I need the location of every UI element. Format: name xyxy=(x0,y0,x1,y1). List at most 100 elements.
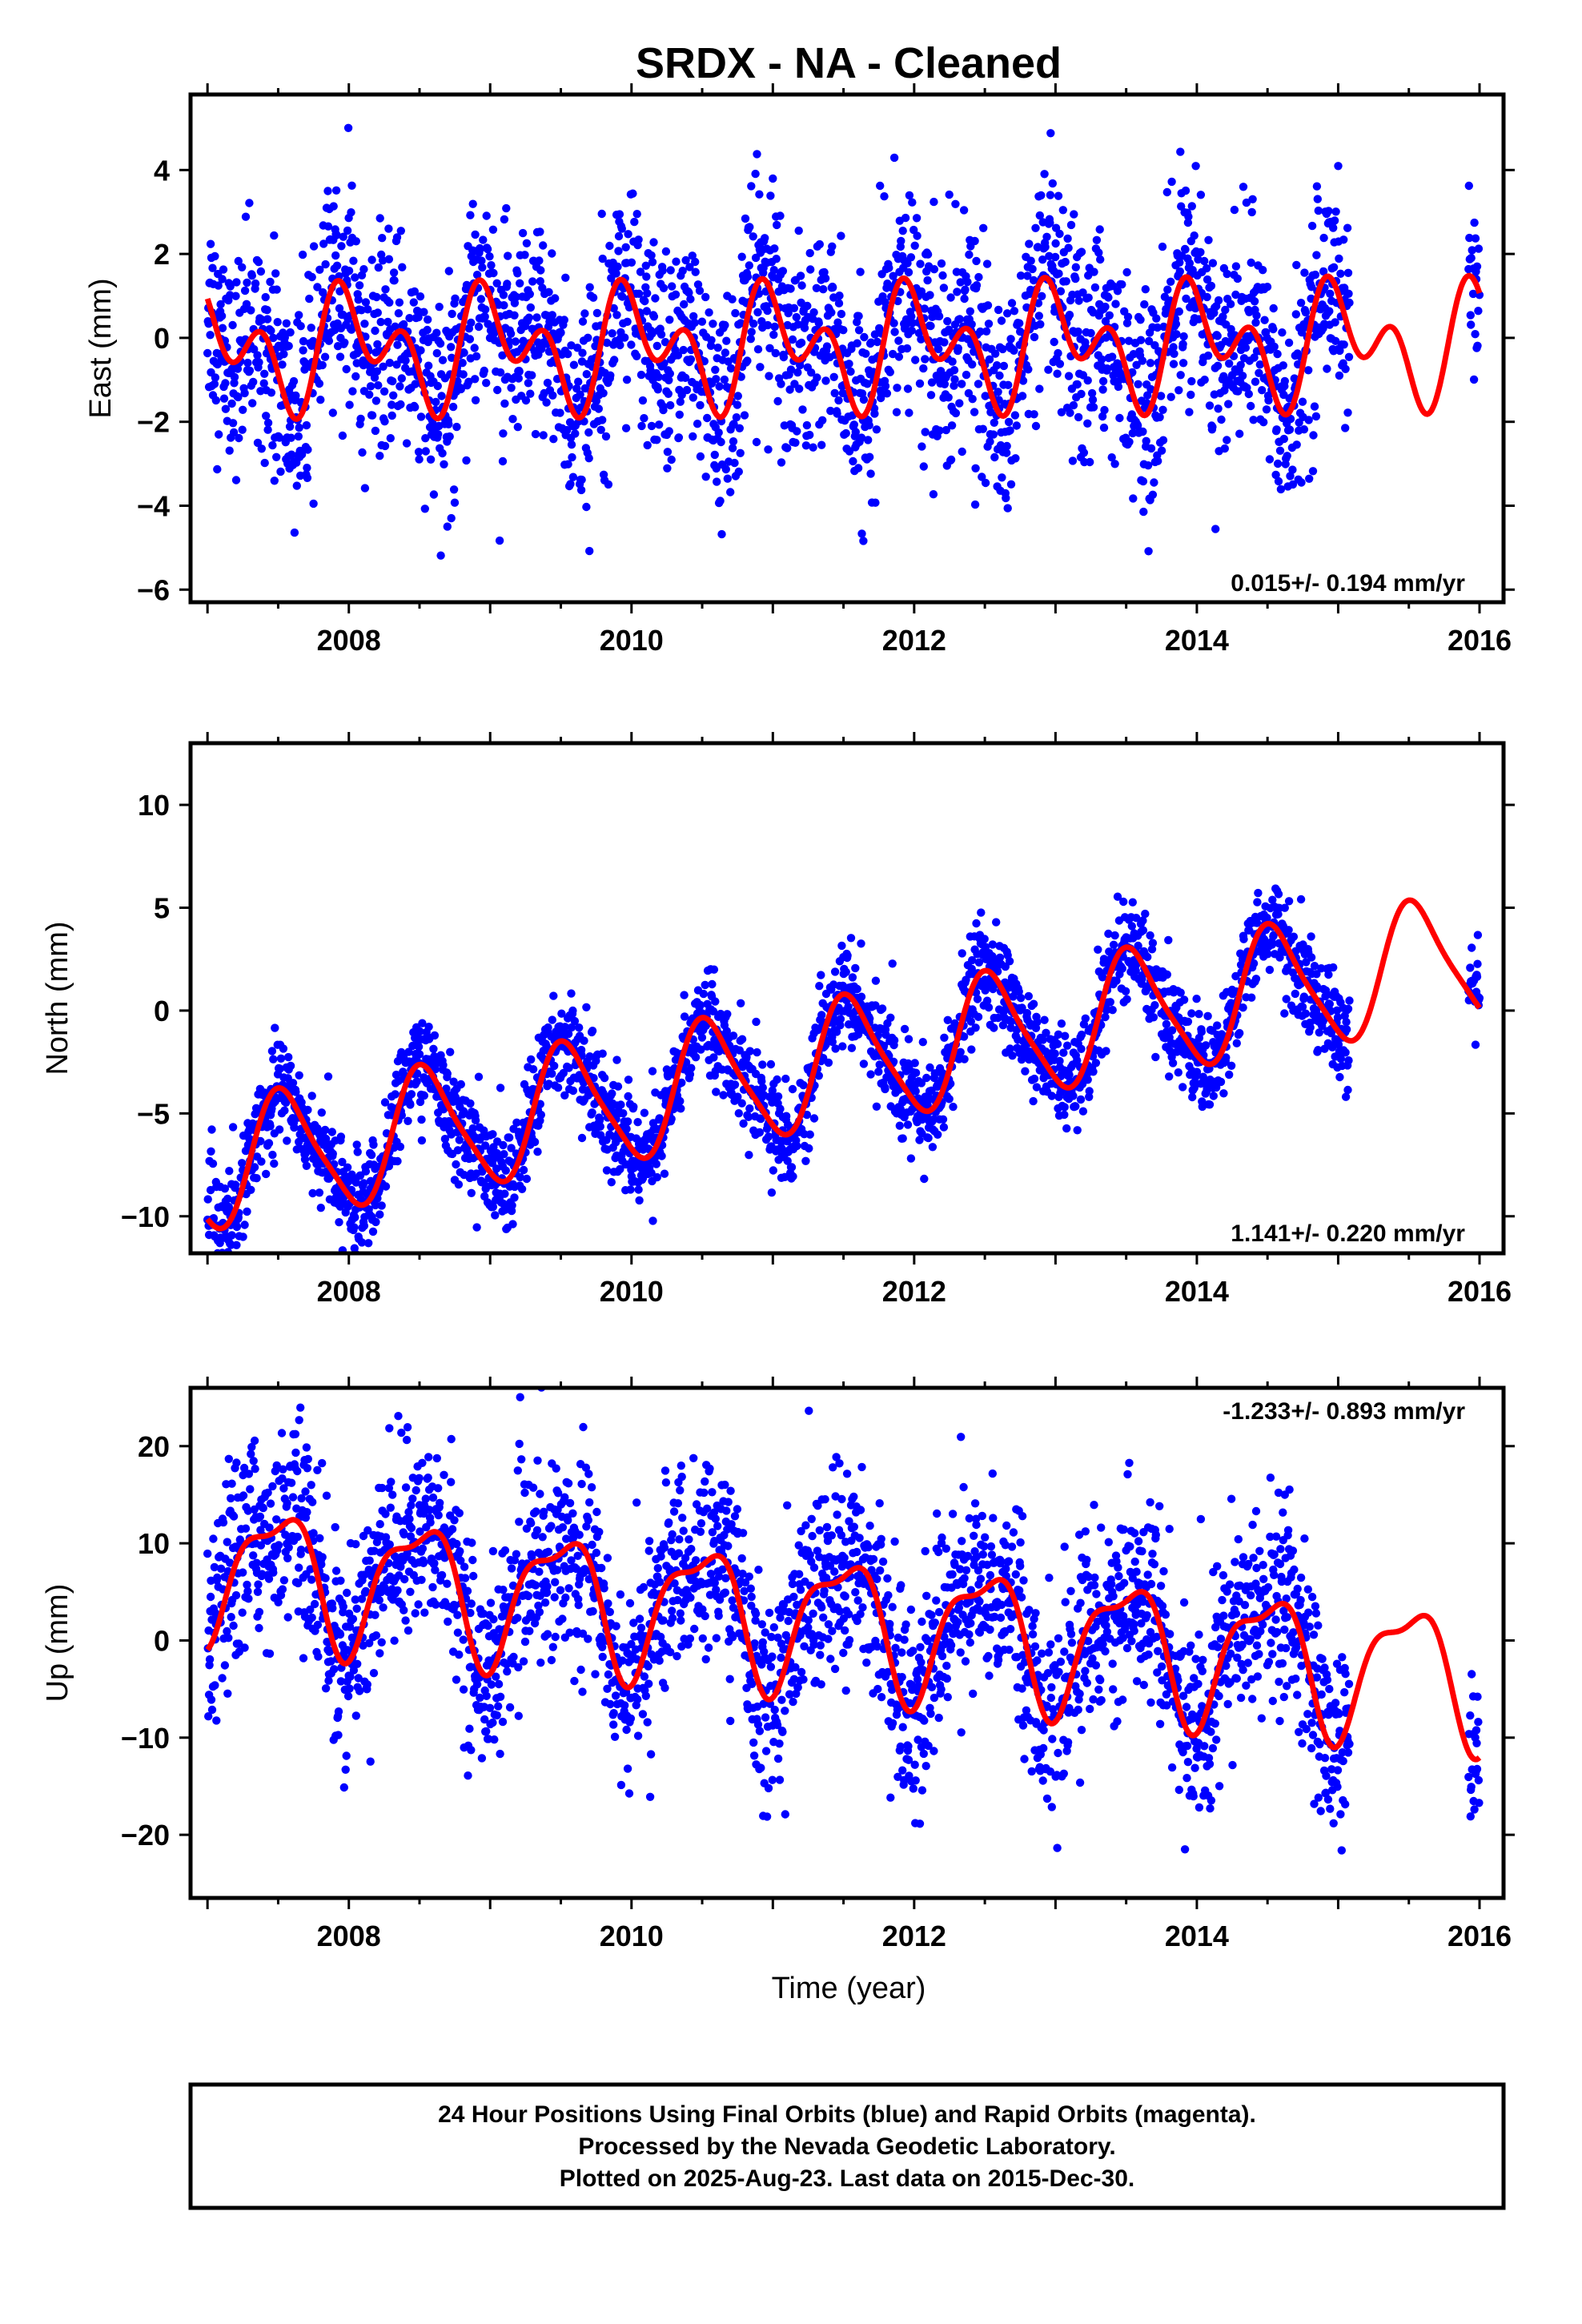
data-point xyxy=(1186,390,1195,400)
data-point xyxy=(1308,467,1318,476)
data-point xyxy=(912,214,921,223)
data-point xyxy=(1031,223,1040,232)
data-point xyxy=(1083,1076,1092,1084)
data-point xyxy=(1048,179,1058,188)
data-point xyxy=(1138,476,1148,486)
data-point xyxy=(1196,191,1206,199)
data-point xyxy=(307,272,316,282)
data-point xyxy=(1016,994,1026,1003)
data-point xyxy=(765,372,773,380)
data-point xyxy=(245,199,254,207)
data-point xyxy=(275,433,284,442)
data-point xyxy=(1051,239,1060,248)
data-point xyxy=(391,1090,400,1099)
data-point xyxy=(612,1055,621,1064)
data-point xyxy=(924,1133,933,1143)
data-point xyxy=(508,1220,517,1228)
data-point xyxy=(290,1123,299,1132)
data-point xyxy=(977,908,986,917)
data-point xyxy=(1149,1013,1158,1022)
data-point xyxy=(769,266,778,275)
data-point xyxy=(215,430,223,439)
data-point xyxy=(837,231,845,240)
data-point xyxy=(638,396,648,405)
data-point xyxy=(1202,1041,1211,1050)
data-point xyxy=(544,1023,552,1032)
data-point xyxy=(1311,270,1320,279)
plot-frame xyxy=(188,92,1506,605)
data-point xyxy=(1176,988,1185,997)
data-point xyxy=(871,498,880,507)
data-point xyxy=(321,1134,331,1144)
data-point xyxy=(675,410,684,419)
data-point xyxy=(994,388,1002,396)
data-point xyxy=(500,215,509,224)
data-point xyxy=(865,420,873,430)
data-point xyxy=(1269,304,1278,313)
data-point xyxy=(481,1141,490,1150)
data-point xyxy=(733,1092,742,1101)
data-point xyxy=(1030,410,1038,419)
data-point xyxy=(833,409,841,418)
data-point xyxy=(685,263,694,271)
x-tick-label: 2016 xyxy=(1447,624,1512,657)
data-point xyxy=(643,440,652,450)
data-point xyxy=(773,1092,783,1101)
data-point xyxy=(381,285,390,294)
data-point xyxy=(769,174,777,183)
data-point xyxy=(1024,991,1034,1001)
data-point xyxy=(651,294,660,303)
data-point xyxy=(366,382,375,391)
data-point xyxy=(303,1105,312,1115)
data-point xyxy=(444,267,453,275)
data-point xyxy=(962,370,971,380)
data-point xyxy=(777,380,785,388)
data-point xyxy=(420,308,428,316)
data-point xyxy=(1467,320,1476,329)
data-point xyxy=(240,388,249,398)
data-point xyxy=(240,286,250,296)
data-point xyxy=(230,372,239,382)
data-point xyxy=(1032,1083,1042,1092)
data-point xyxy=(1343,223,1352,232)
data-point xyxy=(853,464,863,472)
data-point xyxy=(916,259,925,268)
data-point xyxy=(799,1080,808,1090)
data-point xyxy=(542,398,551,407)
data-point xyxy=(228,320,237,330)
data-point xyxy=(1110,460,1119,468)
data-point xyxy=(1291,310,1301,319)
data-point xyxy=(1273,459,1283,468)
data-point xyxy=(1010,411,1020,420)
data-point xyxy=(648,1067,657,1076)
data-point xyxy=(796,271,805,280)
data-point xyxy=(377,1201,386,1210)
data-point xyxy=(559,1068,568,1078)
data-point xyxy=(955,315,965,324)
data-point xyxy=(217,1257,225,1265)
data-point xyxy=(395,298,404,307)
data-point xyxy=(643,289,652,298)
data-point xyxy=(254,258,263,267)
data-point xyxy=(358,448,367,457)
data-point xyxy=(228,1123,238,1132)
data-point xyxy=(764,445,773,454)
data-point xyxy=(1084,293,1093,302)
data-point xyxy=(771,348,780,358)
data-point xyxy=(734,1109,743,1118)
data-point xyxy=(861,349,870,358)
data-point xyxy=(1097,355,1106,364)
data-point xyxy=(822,342,832,351)
data-point xyxy=(223,1194,232,1204)
data-point xyxy=(588,1108,596,1117)
data-point xyxy=(696,1000,705,1010)
data-point xyxy=(786,365,796,374)
data-point xyxy=(1113,287,1122,296)
data-point xyxy=(930,265,939,274)
data-point xyxy=(1471,234,1480,243)
data-point xyxy=(719,1091,728,1100)
data-point xyxy=(290,528,299,537)
data-point xyxy=(696,400,705,410)
data-point xyxy=(1071,1102,1080,1111)
data-point xyxy=(536,266,545,275)
